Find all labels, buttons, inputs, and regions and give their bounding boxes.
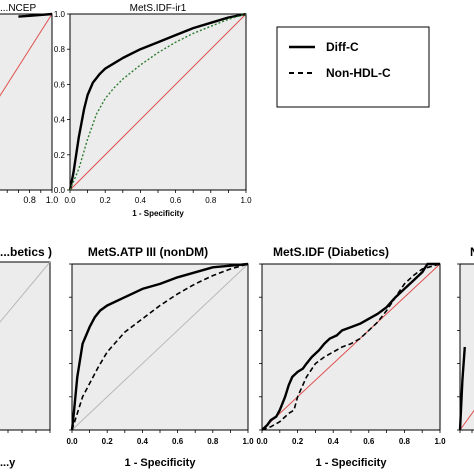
x-tick-label: 0.2 xyxy=(100,196,112,205)
x-tick-label: 1.0 xyxy=(434,437,446,446)
x-tick-label: 0.8 xyxy=(205,196,217,205)
x-axis-label: ...y xyxy=(0,457,16,469)
x-tick-label: 0.0 xyxy=(256,437,268,446)
x-tick-label: 0.0 xyxy=(66,437,78,446)
curve-diff-c xyxy=(70,262,249,431)
curve-diff-c xyxy=(458,346,466,431)
curve-non-hdl-c xyxy=(69,13,247,191)
plot-area xyxy=(0,13,53,191)
y-tick-label: 0.2 xyxy=(54,151,66,160)
y-tick-label: 1.0 xyxy=(54,10,66,19)
reference-diagonal xyxy=(0,13,53,97)
legend: Diff-C Non-HDL-C xyxy=(276,26,430,108)
x-tick-label: 0.2 xyxy=(102,437,114,446)
legend-label-non-hdl-c: Non-HDL-C xyxy=(326,66,391,80)
plot-area xyxy=(459,263,474,431)
panel-title: ...NCEP xyxy=(0,3,36,14)
reference-diagonal xyxy=(261,263,441,431)
x-tick-label: 0.0 xyxy=(64,196,76,205)
x-tick-label: 1.0 xyxy=(46,195,59,205)
x-tick-label: 0.4 xyxy=(135,196,147,205)
panel-title: MetS.IDF (Diabetics) xyxy=(273,245,389,259)
x-tick-label: 0.6 xyxy=(172,437,184,446)
x-tick-label: 0.6 xyxy=(363,437,375,446)
roc-panels: 0.8 1.0 ...NCEP 0.0 0.2 0.4 0.6 0.8 1.0 1.0 0.8 0.6… xyxy=(0,3,474,469)
x-tick-label: 0.8 xyxy=(207,437,219,446)
x-tick-label: 0.8 xyxy=(23,195,36,205)
x-tick-label: 0.6 xyxy=(170,196,182,205)
y-tick-label: 0.8 xyxy=(54,45,66,54)
roc-panel: N... xyxy=(457,245,474,433)
panel-title: N... xyxy=(470,245,474,259)
x-tick-label: 1.0 xyxy=(240,196,252,205)
panel-title: MetS.IDF-ir1 xyxy=(130,3,187,14)
curve-diff-c xyxy=(18,12,53,18)
roc-panel: 0.0 0.2 0.4 0.6 0.8 1.0 MetS.IDF (Diabetics) 1 … xyxy=(256,245,446,469)
plot-area xyxy=(0,261,51,431)
reference-diagonal xyxy=(0,261,51,323)
x-tick-label: 0.4 xyxy=(328,437,340,446)
curve-diff-c xyxy=(261,262,440,431)
panel-title: MetS.ATP III (nonDM) xyxy=(88,245,208,259)
legend-label-diff-c: Diff-C xyxy=(326,40,359,54)
roc-panel: ...betics ) ...y xyxy=(0,245,52,469)
x-tick-label: 0.2 xyxy=(292,437,304,446)
panel-title: ...betics ) xyxy=(0,245,52,259)
x-tick-label: 0.4 xyxy=(137,437,149,446)
curve-non-hdl-c xyxy=(261,263,441,431)
x-tick-label: 0.8 xyxy=(399,437,411,446)
y-tick-label: 0.0 xyxy=(54,186,66,195)
roc-panel: 0.8 1.0 ...NCEP xyxy=(0,3,58,205)
legend-box xyxy=(276,26,430,108)
reference-diagonal xyxy=(69,13,247,191)
x-axis-label: 1 - Specificity xyxy=(132,209,184,218)
x-axis-label: 1 - Specificity xyxy=(316,457,388,469)
y-tick-label: 0.4 xyxy=(54,116,66,125)
x-tick-label: 1.0 xyxy=(242,437,254,446)
x-axis-label: 1 - Specificity xyxy=(125,457,197,469)
curve-non-hdl-c xyxy=(71,263,249,431)
y-tick-label: 0.6 xyxy=(54,80,66,89)
roc-panel: 0.0 0.2 0.4 0.6 0.8 1.0 MetS.ATP III (nonDM) 1 … xyxy=(66,245,254,469)
roc-panel: 0.0 0.2 0.4 0.6 0.8 1.0 1.0 0.8 0.6 0.4 0.2 0.0 MetS… xyxy=(54,3,252,218)
reference-diagonal xyxy=(71,263,249,431)
curve-diff-c xyxy=(68,12,247,191)
